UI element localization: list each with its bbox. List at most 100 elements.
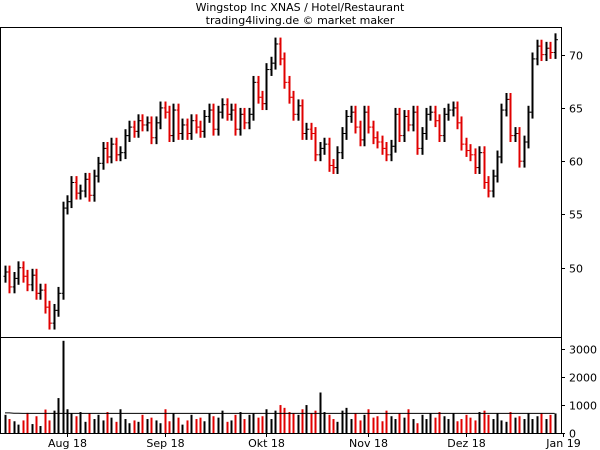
x-tick-label: Aug 18	[48, 437, 87, 450]
price-bar	[30, 268, 35, 292]
price-bar	[61, 201, 66, 300]
x-tick-label: Dez 18	[447, 437, 486, 450]
price-bars	[3, 33, 558, 330]
x-tick-label: Nov 18	[349, 437, 388, 450]
volume-tick-label: 0	[569, 428, 576, 441]
price-bar	[87, 172, 92, 202]
price-bar	[163, 101, 168, 119]
price-bar	[78, 184, 83, 200]
price-bar	[34, 268, 39, 300]
price-bar	[451, 101, 456, 117]
price-bar	[25, 269, 30, 292]
price-bar	[269, 56, 274, 76]
chart-subtitle: trading4living.de © market maker	[205, 14, 395, 27]
volume-panel-frame	[0, 337, 562, 434]
price-bar	[3, 265, 8, 283]
price-bar	[167, 105, 172, 143]
x-tick-label: Sep 18	[146, 437, 184, 450]
price-bar	[220, 98, 225, 119]
price-bar	[300, 99, 305, 140]
price-bar	[7, 265, 12, 294]
price-bar	[260, 90, 265, 111]
price-bar	[229, 103, 234, 121]
price-bar	[482, 146, 487, 189]
price-bar	[145, 116, 150, 132]
price-bar	[411, 105, 416, 132]
price-bar	[327, 137, 332, 172]
price-tick-label: 55	[569, 209, 583, 222]
price-bar	[459, 116, 464, 151]
price-bar	[539, 39, 544, 62]
price-bar	[530, 52, 535, 119]
price-bar	[553, 33, 558, 59]
price-bar	[349, 105, 354, 123]
price-bar	[287, 75, 292, 104]
price-bar	[105, 142, 110, 164]
volume-average-line	[5, 412, 555, 414]
price-bar	[118, 146, 123, 162]
price-bar	[207, 103, 212, 123]
chart-title: Wingstop Inc XNAS / Hotel/Restaurant	[195, 1, 405, 14]
price-bar	[344, 110, 349, 140]
price-bar	[65, 195, 70, 215]
price-bar	[296, 99, 301, 121]
price-bar	[96, 156, 101, 183]
price-bar	[313, 127, 318, 162]
price-bar	[402, 110, 407, 143]
price-bar	[322, 137, 327, 155]
price-bar	[114, 137, 119, 162]
price-bar	[358, 120, 363, 147]
price-bar	[233, 103, 238, 136]
price-bar	[353, 105, 358, 134]
price-bar	[251, 75, 256, 121]
price-bar	[504, 92, 509, 117]
price-bar	[393, 107, 398, 153]
price-bar	[420, 127, 425, 155]
price-bar	[335, 146, 340, 174]
price-bar	[309, 122, 314, 140]
price-bar	[424, 107, 429, 140]
price-bar	[247, 107, 252, 130]
price-tick-label: 50	[569, 263, 583, 276]
price-bar	[180, 118, 185, 140]
price-bar	[132, 120, 137, 138]
price-bar	[522, 135, 527, 168]
volume-tick-label: 2000	[569, 372, 597, 385]
price-bar	[158, 101, 163, 130]
price-bar	[513, 127, 518, 143]
price-bar	[225, 98, 230, 121]
price-bar	[464, 137, 469, 157]
price-tick-label: 60	[569, 156, 583, 169]
axes: 50 55 60 65 70 0 1000 2000 3000 Aug 18 Sep 18 Okt 1…	[48, 50, 597, 450]
price-bar	[202, 110, 207, 138]
price-bar	[238, 107, 243, 136]
price-bar	[526, 105, 531, 149]
volume-tick-label: 1000	[569, 400, 597, 413]
price-bar	[473, 148, 478, 174]
price-tick-label: 70	[569, 50, 583, 63]
price-bar	[486, 176, 491, 198]
price-bar	[140, 114, 145, 132]
price-bar	[16, 261, 21, 285]
price-bar	[499, 103, 504, 164]
price-bar	[491, 169, 496, 198]
price-bar	[304, 122, 309, 140]
price-bar	[375, 131, 380, 149]
price-bar	[544, 41, 549, 62]
price-bar	[468, 144, 473, 162]
price-bar	[12, 272, 17, 294]
price-bar	[508, 92, 513, 143]
price-bar	[389, 139, 394, 162]
price-bar	[384, 142, 389, 162]
volume-bars	[4, 340, 557, 433]
price-bar	[101, 142, 106, 170]
price-bar	[176, 103, 181, 140]
price-bar	[136, 114, 141, 138]
price-bar	[198, 120, 203, 138]
price-bar	[56, 286, 61, 317]
price-bar	[446, 103, 451, 121]
price-bar	[397, 107, 402, 143]
price-bar	[92, 169, 97, 202]
price-bar	[127, 120, 132, 143]
price-bar	[535, 39, 540, 66]
